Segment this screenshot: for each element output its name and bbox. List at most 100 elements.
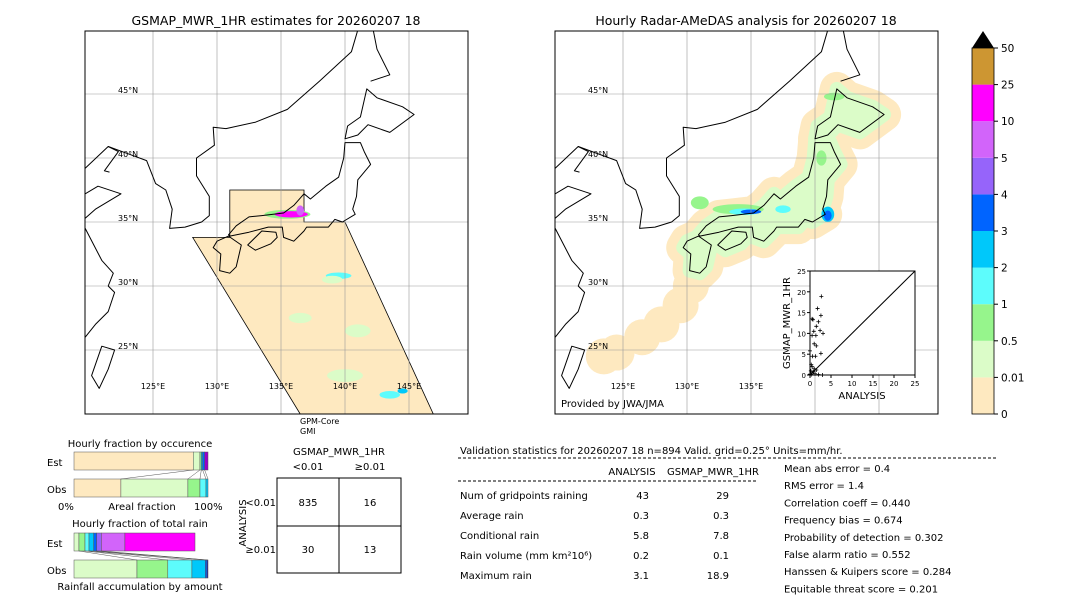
lat-label: 30°N	[118, 278, 138, 287]
rain-area	[397, 388, 408, 394]
fraction-charts: Hourly fraction by occurence Est Obs 0% …	[47, 439, 223, 593]
satellite-label: GPM-Core	[300, 417, 339, 426]
col-label: ≥0.01	[355, 462, 386, 473]
score-text: Probability of detection = 0.302	[784, 533, 943, 544]
row-label-est: Est	[47, 458, 63, 469]
rain-area	[823, 210, 832, 221]
coastline-sakhalin	[840, 31, 861, 82]
lat-label: 45°N	[118, 86, 138, 95]
colorbar-segment	[972, 157, 994, 195]
score-text: Frequency bias = 0.674	[784, 516, 903, 527]
rain-area	[379, 390, 401, 399]
x-tick-label: 10	[848, 380, 857, 388]
fraction-segment	[84, 532, 90, 552]
stats-analysis-value: 3.1	[633, 571, 649, 582]
rain-area	[775, 205, 791, 214]
coastline-korea	[108, 31, 359, 229]
coastline-korea	[578, 31, 829, 229]
lon-label: 135°E	[269, 382, 293, 391]
right-map: 45°N 40°N 35°N 30°N 25°N 125°E 130°E 135…	[554, 30, 939, 415]
fraction-segment	[206, 559, 209, 579]
stats-gsmap-value: 7.8	[713, 531, 729, 542]
colorbar-segment	[972, 267, 994, 305]
y-tick-label: 10	[797, 330, 806, 338]
x-tick-label: 25	[911, 380, 920, 388]
fraction-segment	[191, 559, 206, 579]
fraction-connector	[202, 469, 207, 480]
colorbar-segment	[972, 304, 994, 341]
analysis-coverage	[585, 338, 622, 375]
row-label-obs: Obs	[47, 485, 66, 496]
colorbar-label: 1	[1001, 299, 1008, 311]
colorbar-segment	[972, 377, 994, 414]
scatter-point	[814, 368, 819, 373]
coastline-hokkaido	[814, 88, 885, 140]
fraction-segment	[93, 532, 97, 552]
coastline-chinaS	[555, 228, 586, 338]
fraction-segment	[120, 478, 189, 498]
lon-label: 130°E	[205, 382, 229, 391]
fraction-connector	[88, 550, 192, 561]
row-label: <0.01	[245, 498, 276, 509]
fraction-segment	[204, 451, 209, 471]
cell: 30	[302, 545, 315, 556]
colorbar-segment	[972, 231, 994, 268]
col-header-analysis: ANALYSIS	[608, 467, 655, 478]
lon-label: 135°E	[739, 382, 763, 391]
scatter-ylabel: GSMAP_MWR_1HR	[782, 277, 793, 369]
fraction-connector	[187, 469, 201, 480]
lat-label: 35°N	[118, 214, 138, 223]
rain-area	[296, 205, 305, 216]
fraction-segment	[96, 532, 102, 552]
fraction-segment	[88, 532, 94, 552]
scatter-point	[812, 366, 817, 371]
fraction-segment	[202, 451, 205, 471]
scatter-point	[810, 317, 815, 322]
scatter-point	[808, 368, 813, 373]
coastline-taiwan	[91, 345, 116, 389]
lat-label: 25°N	[118, 342, 138, 351]
y-tick-label: 20	[797, 289, 806, 297]
rain-area	[288, 312, 312, 324]
right-map-title: Hourly Radar-AMeDAS analysis for 2026020…	[595, 13, 896, 28]
stats-analysis-value: 0.3	[633, 511, 649, 522]
fraction-segment	[205, 478, 209, 498]
coastline-liaodong	[85, 146, 119, 173]
tick-right: 100%	[194, 502, 223, 513]
scatter-point	[810, 364, 815, 369]
scatter-point	[819, 294, 824, 299]
coastline-chinaS	[85, 228, 116, 338]
coastline-sakhalin	[370, 31, 391, 82]
colorbar-label: 4	[1001, 189, 1008, 201]
colorbar-label: 25	[1001, 80, 1014, 92]
stats-gsmap-value: 0.3	[713, 511, 729, 522]
score-text: RMS error = 1.4	[784, 481, 864, 492]
stats-gsmap-value: 18.9	[707, 571, 729, 582]
colorbar-label: 0	[1001, 409, 1008, 421]
fraction-segment	[124, 532, 196, 552]
stats-row-label: Conditional rain	[460, 531, 539, 542]
scatter-point	[815, 306, 820, 311]
coastline-shikoku	[717, 230, 748, 251]
lon-label: 125°E	[611, 382, 635, 391]
sensor-label: GMI	[300, 427, 315, 436]
stats-row-label: Maximum rain	[460, 571, 532, 582]
coastline-hokkaido	[344, 88, 415, 140]
colorbar-segment	[972, 48, 994, 85]
cell: 835	[298, 498, 317, 509]
rain-area	[345, 324, 371, 338]
lat-label: 40°N	[118, 150, 138, 159]
rain-area	[690, 196, 709, 210]
scatter-point	[816, 372, 821, 377]
scatter-point	[814, 324, 819, 329]
scatter-xlabel: ANALYSIS	[838, 391, 885, 402]
rain-area	[321, 275, 343, 284]
fraction-segment	[187, 478, 201, 498]
colorbar-segment	[972, 340, 994, 378]
stats-gsmap-value: 0.1	[713, 551, 729, 562]
contingency-table: GSMAP_MWR_1HR <0.01 ≥0.01 ANALYSIS <0.01…	[238, 447, 402, 574]
colorbar-label: 5	[1001, 153, 1008, 165]
scatter-point	[809, 362, 814, 367]
x-tick-label: 5	[829, 380, 833, 388]
row-title: ANALYSIS	[238, 499, 249, 546]
